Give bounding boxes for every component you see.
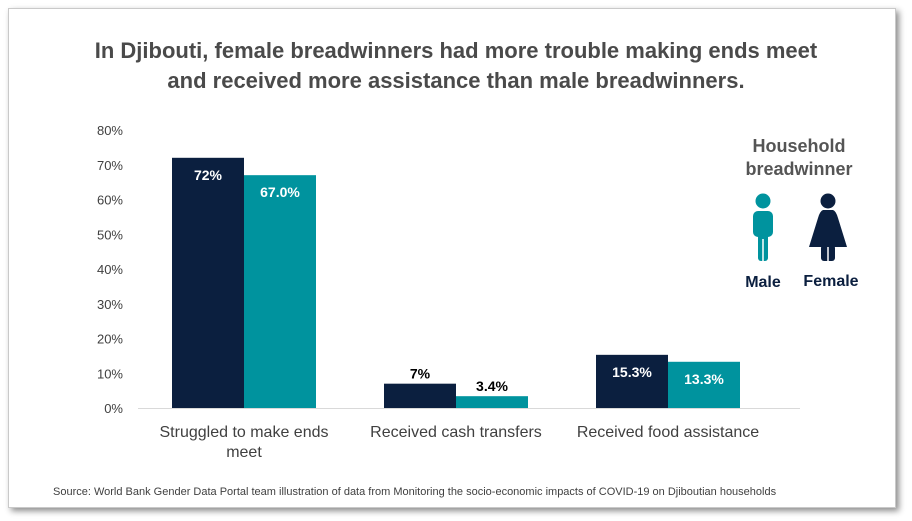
title-line-2: and received more assistance than male b… (167, 68, 745, 93)
data-label-female: 72% (194, 167, 223, 183)
y-tick-label: 60% (97, 193, 123, 208)
source-note: Source: World Bank Gender Data Portal te… (53, 486, 777, 498)
legend-label-female: Female (803, 273, 858, 290)
category-label: Struggled to make ends (160, 424, 329, 441)
category-label: Received cash transfers (370, 424, 542, 441)
chart-frame (8, 8, 896, 508)
female-person-icon (809, 193, 847, 261)
legend-title-line-2: breadwinner (745, 159, 852, 179)
male-person-icon (753, 193, 773, 261)
y-tick-label: 80% (97, 123, 123, 138)
chart-title: In Djibouti, female breadwinners had mor… (0, 36, 912, 96)
legend-label-male: Male (745, 274, 781, 291)
category-labels: Struggled to make ends meet Received cash … (160, 424, 760, 461)
category-label: Received food assistance (577, 424, 759, 441)
bar-male (456, 396, 528, 408)
y-tick-label: 20% (97, 332, 123, 347)
y-tick-label: 40% (97, 262, 123, 277)
data-label-female: 15.3% (612, 364, 652, 380)
y-tick-label: 30% (97, 297, 123, 312)
y-tick-label: 0% (104, 401, 123, 416)
data-label-male: 67.0% (260, 184, 300, 200)
bar-female (172, 157, 244, 408)
category-label: meet (226, 444, 262, 461)
data-label-female: 7% (410, 366, 431, 382)
legend: Household breadwinner Male Female (745, 136, 858, 291)
y-tick-label: 50% (97, 227, 123, 242)
legend-title-line-1: Household (753, 136, 846, 156)
y-axis: 0% 10% 20% 30% 40% 50% 60% 70% 80% (97, 123, 123, 416)
y-tick-label: 70% (97, 158, 123, 173)
bar-female (384, 383, 456, 408)
y-tick-label: 10% (97, 366, 123, 381)
data-label-male: 13.3% (684, 371, 724, 387)
title-line-1: In Djibouti, female breadwinners had mor… (94, 38, 818, 63)
data-label-male: 3.4% (476, 378, 508, 394)
bar-male (244, 175, 316, 408)
bar-male (668, 361, 740, 408)
bars: 72% 7% 15.3% 67.0% 3.4% 13.3% (172, 157, 740, 408)
bar-female (596, 354, 668, 408)
